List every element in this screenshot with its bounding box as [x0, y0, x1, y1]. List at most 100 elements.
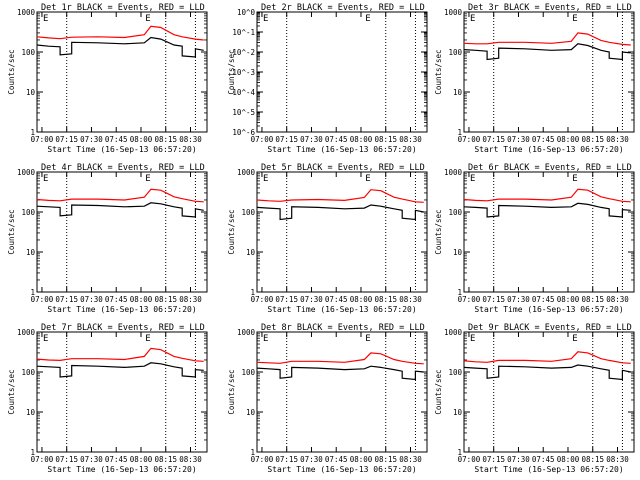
- panel-title: Det 5r BLACK = Events, RED = LLD: [261, 163, 425, 173]
- x-tick-label: 08:15: [154, 135, 177, 144]
- y-tick-label: 100: [448, 368, 462, 377]
- panel-title: Det 4r BLACK = Events, RED = LLD: [41, 163, 205, 173]
- x-tick-label: 08:15: [374, 295, 397, 304]
- panel-title: Det 9r BLACK = Events, RED = LLD: [468, 323, 632, 333]
- e-flag-label: E: [365, 14, 370, 24]
- x-tick-label: 08:00: [350, 455, 373, 464]
- lld-series-line: [36, 25, 204, 41]
- events-series-line: [463, 202, 631, 218]
- x-axis-label: Start Time (16-Sep-13 06:57:20): [474, 305, 623, 314]
- plot-frame: [256, 171, 428, 293]
- x-tick-label: 07:45: [532, 455, 555, 464]
- x-tick-label: 08:30: [399, 455, 422, 464]
- panel-title: Det 8r BLACK = Events, RED = LLD: [261, 323, 425, 333]
- panel-2: Det 2r BLACK = Events, RED = LLD 10^-6 10^…: [227, 3, 428, 154]
- y-tick-label: 10^-5: [232, 108, 255, 117]
- y-tick-label: 10^-2: [232, 48, 255, 57]
- panel-title: Det 2r BLACK = Events, RED = LLD: [261, 3, 425, 13]
- y-tick-label: 100: [448, 48, 462, 57]
- panel-7: Det 7r BLACK = Events, RED = LLD 1 10 100 10…: [7, 323, 208, 474]
- x-tick-label: 08:30: [179, 455, 202, 464]
- x-tick-label: 07:30: [300, 295, 323, 304]
- x-tick-label: 07:00: [251, 135, 274, 144]
- x-tick-label: 08:30: [179, 135, 202, 144]
- y-tick-label: 10: [453, 408, 463, 417]
- x-tick-label: 07:45: [532, 135, 555, 144]
- x-tick-label: 07:00: [251, 295, 274, 304]
- panel-title: Det 1r BLACK = Events, RED = LLD: [41, 3, 205, 13]
- panel-6: Det 6r BLACK = Events, RED = LLD 1 10 100 10…: [434, 163, 635, 314]
- y-tick-label: 10^-3: [232, 68, 255, 77]
- y-axis-label: Counts/sec: [434, 369, 443, 414]
- x-tick-label: 08:30: [399, 295, 422, 304]
- plot-frame: [36, 171, 208, 293]
- x-axis-label: Start Time (16-Sep-13 06:57:20): [474, 145, 623, 154]
- plot-frame: [463, 171, 635, 293]
- e-flag-label: E: [145, 174, 150, 184]
- y-tick-label: 1: [250, 448, 255, 457]
- x-tick-label: 07:45: [325, 295, 348, 304]
- y-tick-label: 1: [457, 128, 462, 137]
- panel-3: Det 3r BLACK = Events, RED = LLD 1 10 100 10…: [434, 3, 635, 154]
- panel-title: Det 6r BLACK = Events, RED = LLD: [468, 163, 632, 173]
- x-tick-label: 07:00: [458, 455, 481, 464]
- e-flag-label: E: [470, 174, 475, 184]
- x-tick-label: 07:45: [325, 455, 348, 464]
- events-series-line: [36, 36, 204, 58]
- events-series-line: [256, 365, 424, 381]
- e-flag-label: E: [470, 14, 475, 24]
- y-tick-label: 10: [453, 88, 463, 97]
- y-tick-label: 10: [26, 408, 36, 417]
- e-flag-label: E: [365, 174, 370, 184]
- x-tick-label: 07:15: [55, 455, 78, 464]
- lld-series-line: [36, 347, 204, 362]
- x-tick-label: 07:30: [507, 455, 530, 464]
- panel-1: Det 1r BLACK = Events, RED = LLD 1 10 100 10…: [7, 3, 208, 154]
- panel-4: Det 4r BLACK = Events, RED = LLD 1 10 100 10…: [7, 163, 208, 314]
- y-axis-label: Counts/sec: [7, 209, 16, 254]
- x-tick-label: 07:45: [325, 135, 348, 144]
- x-axis-label: Start Time (16-Sep-13 06:57:20): [47, 305, 196, 314]
- x-tick-label: 07:30: [80, 295, 103, 304]
- plot-frame: [256, 331, 428, 453]
- x-tick-label: 08:00: [557, 135, 580, 144]
- plot-frame: [256, 11, 428, 133]
- y-tick-label: 10: [246, 248, 256, 257]
- x-tick-label: 07:30: [300, 135, 323, 144]
- events-series-line: [463, 43, 631, 61]
- panel-9: Det 9r BLACK = Events, RED = LLD 1 10 100 10…: [434, 323, 635, 474]
- x-tick-label: 08:30: [606, 295, 629, 304]
- y-tick-label: 10: [26, 248, 36, 257]
- y-tick-label: 10^0: [237, 8, 256, 17]
- x-axis-label: Start Time (16-Sep-13 06:57:20): [267, 145, 416, 154]
- y-tick-label: 1000: [444, 328, 463, 337]
- x-tick-label: 07:15: [275, 135, 298, 144]
- x-tick-label: 07:15: [482, 135, 505, 144]
- x-tick-label: 08:15: [154, 455, 177, 464]
- lld-series-line: [463, 188, 631, 203]
- x-tick-label: 07:15: [275, 455, 298, 464]
- e-flag-label: E: [145, 334, 150, 344]
- plot-frame: [463, 331, 635, 453]
- x-tick-label: 07:45: [105, 455, 128, 464]
- plot-frame: [36, 331, 208, 453]
- y-tick-label: 100: [448, 208, 462, 217]
- y-tick-label: 1: [30, 288, 35, 297]
- x-tick-label: 07:15: [55, 295, 78, 304]
- y-axis-label: Counts/sec: [227, 209, 236, 254]
- x-axis-label: Start Time (16-Sep-13 06:57:20): [474, 465, 623, 474]
- panel-5: Det 5r BLACK = Events, RED = LLD 1 10 100 10…: [227, 163, 428, 314]
- e-flag-label: E: [470, 334, 475, 344]
- x-tick-label: 08:15: [154, 295, 177, 304]
- panel-8: Det 8r BLACK = Events, RED = LLD 1 10 100 10…: [227, 323, 428, 474]
- x-tick-label: 08:30: [399, 135, 422, 144]
- y-tick-label: 100: [241, 368, 255, 377]
- x-tick-label: 07:15: [275, 295, 298, 304]
- x-tick-label: 07:00: [458, 295, 481, 304]
- e-flag-label: E: [145, 14, 150, 24]
- events-series-line: [463, 364, 631, 381]
- x-tick-label: 08:15: [581, 295, 604, 304]
- x-tick-label: 08:00: [130, 135, 153, 144]
- y-tick-label: 1000: [237, 328, 256, 337]
